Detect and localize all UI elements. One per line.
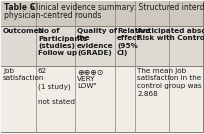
Text: Table 6: Table 6 [4, 3, 35, 12]
Bar [1, 26, 203, 66]
Bar [1, 1, 203, 26]
Text: Outcomes: Outcomes [3, 28, 44, 34]
Text: physician-centred rounds: physician-centred rounds [4, 11, 101, 20]
Text: Clinical evidence summary: Structured interdiscipli: Clinical evidence summary: Structured in… [26, 3, 204, 12]
Text: Job
satisfaction: Job satisfaction [3, 68, 44, 81]
Text: Relative
effect
(95%
CI): Relative effect (95% CI) [117, 28, 150, 57]
Text: ⊕⊕⊕⊙: ⊕⊕⊕⊙ [77, 68, 103, 77]
Text: Quality of
the
evidence
(GRADE): Quality of the evidence (GRADE) [77, 28, 117, 57]
Text: No of
Participants
(studies)
Follow up: No of Participants (studies) Follow up [38, 28, 88, 57]
Text: VERY
LOWᵃ: VERY LOWᵃ [77, 76, 96, 90]
Text: Anticipated abso
Risk with Contro: Anticipated abso Risk with Contro [137, 28, 204, 42]
Bar [1, 66, 203, 132]
Text: The mean job
satisfaction in the
control group was
2.868: The mean job satisfaction in the control… [137, 68, 202, 96]
Text: 62

(1 study)

not stated: 62 (1 study) not stated [38, 68, 75, 105]
